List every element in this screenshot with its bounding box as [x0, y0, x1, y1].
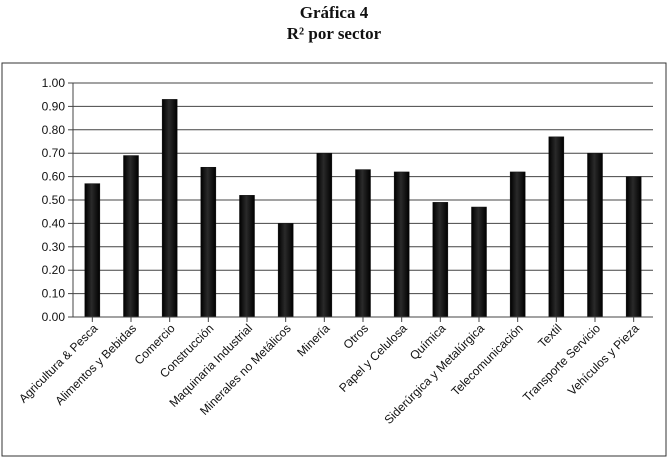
bar	[393, 171, 410, 318]
bar	[471, 206, 487, 318]
bars	[84, 99, 642, 318]
y-axis: 0.00 0.10 0.20 0.30 0.40 0.50 0.60 0.70 0.80 0.90…	[42, 76, 74, 324]
chart-frame	[1, 62, 667, 457]
bar	[587, 152, 603, 318]
bar	[432, 202, 449, 318]
chart-title: Gráfica 4	[299, 3, 369, 22]
y-tick-label: 0.10	[42, 287, 66, 301]
bar	[625, 176, 642, 318]
x-tick-label: Vehículos y Pieza	[565, 321, 642, 398]
bar	[548, 136, 565, 318]
y-tick-label: 1.00	[42, 76, 66, 90]
y-tick-label: 0.40	[42, 216, 66, 230]
y-tick-label: 0.50	[42, 193, 66, 207]
bar	[239, 195, 255, 318]
chart-subtitle: R² por sector	[286, 24, 382, 43]
x-tick-label: Minería	[294, 321, 332, 359]
y-tick-label: 0.00	[42, 310, 66, 324]
bar	[355, 169, 371, 318]
bar	[123, 155, 139, 318]
y-tick-label: 0.70	[42, 146, 66, 160]
x-tick-label: Telecomunicación	[448, 321, 525, 398]
y-tick-label: 0.30	[42, 240, 66, 254]
y-tick-label: 0.60	[42, 170, 66, 184]
y-tick-label: 0.80	[42, 123, 66, 137]
x-tick-label: Papel y Celulosa	[336, 321, 410, 395]
bar	[277, 223, 294, 318]
bar	[509, 171, 526, 318]
bar	[161, 99, 178, 318]
x-tick-label: Textil	[535, 321, 564, 350]
y-tick-label: 0.20	[42, 263, 66, 277]
chart-title-block: Gráfica 4 R² por sector	[0, 0, 668, 44]
bar	[84, 183, 101, 318]
x-tick-label: Otros	[340, 321, 371, 352]
bar	[316, 152, 333, 318]
bar	[200, 166, 217, 318]
y-tick-label: 0.90	[42, 99, 66, 113]
